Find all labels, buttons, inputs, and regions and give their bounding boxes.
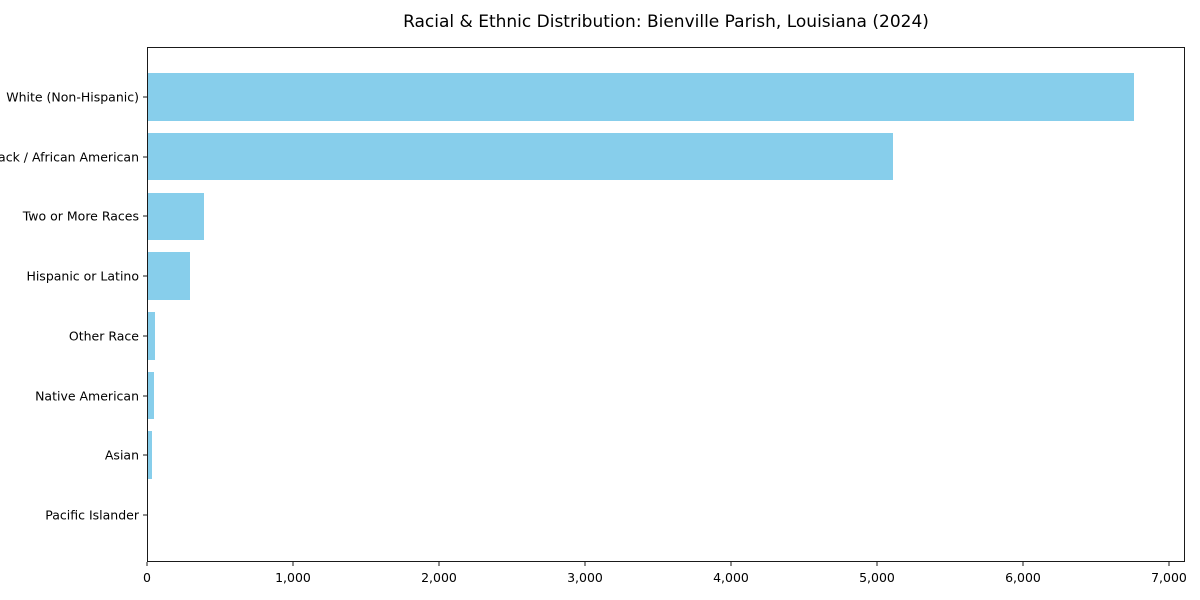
bar-other-race [148,312,156,360]
x-tick-label-0: 0 [143,570,151,585]
chart-title: Racial & Ethnic Distribution: Bienville … [403,12,929,32]
bar-black-african-american [148,132,893,181]
y-tick-mark [143,96,147,98]
bar-white-non-hispanic [148,73,1134,121]
x-tick-mark [146,562,148,566]
plot-area [147,47,1185,562]
x-tick-mark [1168,562,1170,566]
x-tick-label-6000: 6,000 [1005,570,1041,585]
x-tick-label-1000: 1,000 [275,570,311,585]
x-tick-label-3000: 3,000 [567,570,603,585]
y-tick-mark [143,335,147,337]
x-tick-label-7000: 7,000 [1151,570,1187,585]
x-tick-label-5000: 5,000 [859,570,895,585]
y-tick-mark [143,514,147,516]
x-tick-label-4000: 4,000 [713,570,749,585]
bar-asian [148,431,152,479]
x-tick-mark [292,562,294,566]
bar-two-or-more-races [148,192,205,241]
y-tick-mark [143,454,147,456]
y-tick-mark [143,156,147,158]
y-tick-mark [143,395,147,396]
y-axis-label-asian: Asian [104,447,139,463]
y-tick-mark [143,215,147,217]
bar-hispanic-or-latino [148,252,191,300]
y-axis-label-two-or-more-races: Two or More Races [22,208,139,224]
y-axis-label-white-non-hispanic: White (Non-Hispanic) [6,89,139,105]
x-tick-label-2000: 2,000 [421,570,457,585]
y-axis-label-other-race: Other Race [68,328,139,344]
x-tick-mark [438,562,440,566]
y-axis-label-hispanic-or-latino: Hispanic or Latino [26,268,139,284]
bar-native-american [148,371,154,420]
y-tick-mark [143,275,147,277]
x-tick-mark [584,562,586,566]
y-axis-label-native-american: Native American [35,388,139,403]
y-axis-label-black-african-american: Black / African American [0,149,139,165]
x-tick-mark [1022,562,1024,566]
x-tick-mark [730,562,732,566]
x-tick-mark [876,562,878,566]
y-axis-label-pacific-islander: Pacific Islander [45,507,139,523]
